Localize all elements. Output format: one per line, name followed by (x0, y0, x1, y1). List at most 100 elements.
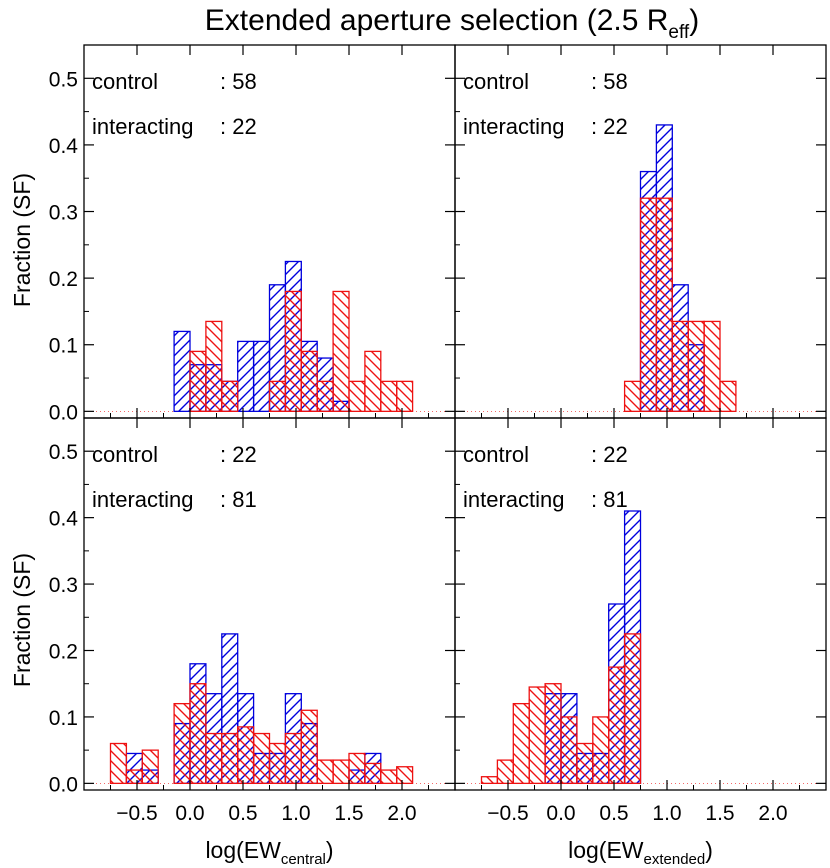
bar-interacting-13 (332, 759, 350, 785)
series-interacting (109, 683, 414, 785)
bar-interacting-1 (639, 197, 658, 412)
bar-interacting-5 (300, 350, 318, 412)
legend-control-label: control (463, 69, 529, 94)
bar-interacting-4 (284, 290, 302, 412)
x-tick-label: 1.0 (281, 802, 310, 825)
panel-top-left: 0.0 0.1 0.2 0.3 0.4 0.5 control : 58 interacting… (49, 44, 456, 424)
x-tick-label: −0.5 (116, 802, 157, 825)
legend-control-label: control (92, 69, 158, 94)
bar-interacting-3 (528, 686, 546, 785)
y-tick-label: 0.0 (49, 773, 78, 796)
bar-interacting-2 (141, 749, 159, 785)
legend-control-label: control (92, 442, 158, 467)
legend-interacting-count: : 22 (591, 114, 628, 139)
bar-interacting-9 (268, 742, 287, 785)
legend-interacting-count: : 81 (591, 487, 628, 512)
y-tick-label: 0.4 (49, 135, 79, 158)
legend-control-count: : 22 (220, 442, 257, 467)
x-tick-label: 0.5 (228, 802, 257, 825)
legend-control-count: : 22 (591, 442, 628, 467)
bar-interacting-0 (109, 742, 128, 785)
panels: 0.0 0.1 0.2 0.3 0.4 0.5 control : 58 interacting… (49, 44, 827, 868)
bar-interacting-2 (221, 380, 239, 412)
y-tick-label: 0.2 (49, 268, 78, 291)
bar-interacting-4 (544, 683, 562, 785)
bar-control-4 (237, 340, 255, 412)
legend-interacting-label: interacting (92, 114, 194, 139)
bar-interacting-1 (496, 759, 514, 785)
bar-interacting-2 (512, 702, 530, 785)
bar-interacting-14 (348, 752, 366, 785)
bar-interacting-8 (348, 380, 366, 412)
panel-top-right: control : 58 interacting : 22 (454, 44, 827, 419)
bar-interacting-4 (189, 683, 207, 785)
bar-interacting-5 (205, 732, 223, 785)
x-tick-label: 0.5 (599, 802, 628, 825)
panel-bottom-right: −0.5 0.0 0.5 1.0 1.5 2.0 control : 22 interactin… (454, 417, 827, 868)
bar-interacting-2 (655, 197, 673, 412)
y-tick-label: 0.5 (49, 441, 78, 464)
bar-interacting-12 (316, 759, 334, 785)
series-interacting (623, 197, 737, 412)
y-tick-label: 0.1 (49, 335, 78, 358)
bar-control-0 (173, 330, 191, 412)
bar-interacting-6 (316, 380, 334, 412)
legend-interacting-label: interacting (92, 487, 194, 512)
x-tick-label: 1.0 (652, 802, 681, 825)
bar-interacting-6 (221, 732, 239, 785)
x-axis-label: log(EWcentral) (205, 837, 333, 868)
bar-interacting-0 (189, 350, 207, 412)
legend-control-count: : 58 (591, 69, 628, 94)
x-tick-label: 1.5 (334, 802, 363, 825)
y-axis-label-top: Fraction (SF) (9, 173, 35, 307)
figure-title: Extended aperture selection (2.5 Reff) (205, 4, 699, 43)
y-tick-label: 0.3 (49, 574, 78, 597)
bar-interacting-1 (205, 320, 223, 412)
x-tick-label: 2.0 (387, 802, 416, 825)
bar-interacting-6 (576, 742, 594, 785)
bar-interacting-7 (237, 726, 255, 785)
bar-interacting-10 (380, 380, 398, 412)
y-tick-label: 0.0 (49, 401, 78, 424)
bar-interacting-0 (480, 776, 499, 785)
legend-control-label: control (463, 442, 529, 467)
y-axis-label-bottom: Fraction (SF) (9, 553, 35, 687)
bar-interacting-11 (396, 380, 414, 412)
bar-interacting-7 (592, 716, 610, 785)
y-tick-label: 0.5 (49, 68, 78, 91)
y-tick-label: 0.3 (49, 202, 78, 225)
x-tick-label: −0.5 (487, 802, 528, 825)
bar-interacting-11 (300, 709, 318, 785)
bar-interacting-15 (364, 762, 382, 785)
legend-interacting-label: interacting (463, 487, 565, 512)
bar-interacting-5 (703, 320, 721, 412)
bar-interacting-7 (332, 290, 350, 412)
bar-interacting-1 (125, 769, 143, 785)
x-tick-label: 0.0 (546, 802, 575, 825)
bar-interacting-3 (173, 702, 191, 785)
x-tick-label: 0.0 (175, 802, 204, 825)
legend-control-count: : 58 (220, 69, 257, 94)
x-tick-label: 1.5 (705, 802, 734, 825)
panel-bottom-left: 0.0 0.1 0.2 0.3 0.4 0.5 −0.5 0.0 0.5 1.0 1.5 2.0 con… (49, 417, 456, 868)
bar-interacting-10 (284, 732, 302, 785)
y-tick-label: 0.2 (49, 641, 78, 664)
bar-interacting-16 (380, 769, 398, 785)
bar-interacting-9 (364, 350, 382, 412)
bar-control-5 (252, 340, 271, 412)
x-tick-label: 2.0 (758, 802, 787, 825)
legend-interacting-count: : 81 (220, 487, 257, 512)
legend-interacting-label: interacting (463, 114, 565, 139)
bar-interacting-8 (252, 732, 271, 785)
bar-interacting-6 (719, 380, 737, 412)
bar-interacting-17 (396, 766, 414, 785)
bar-interacting-5 (560, 716, 578, 785)
y-tick-label: 0.4 (49, 508, 79, 531)
bar-interacting-3 (671, 320, 689, 412)
y-tick-label: 0.1 (49, 707, 78, 730)
legend-interacting-count: : 22 (220, 114, 257, 139)
x-axis-label: log(EWextended) (568, 837, 713, 868)
bar-interacting-3 (268, 380, 287, 412)
bar-interacting-9 (623, 633, 642, 785)
